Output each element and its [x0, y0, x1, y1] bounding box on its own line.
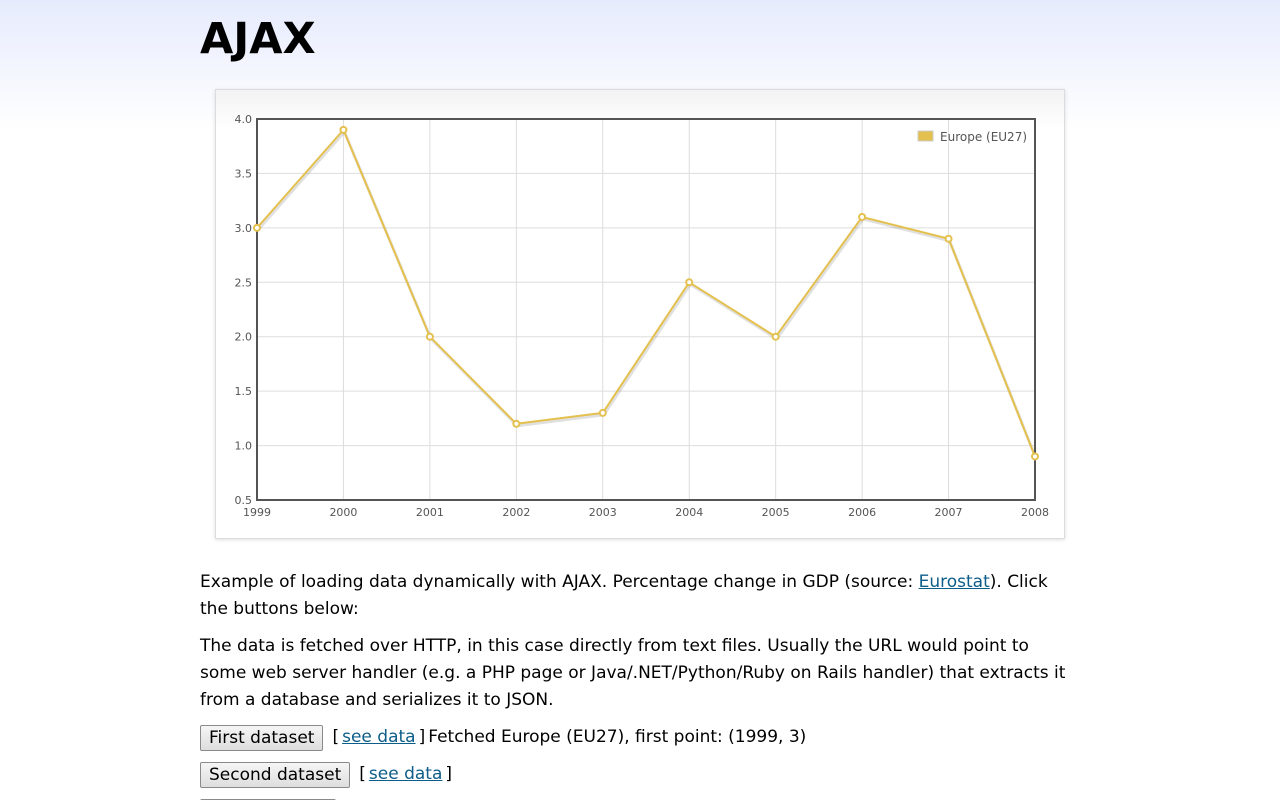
- x-tick-label: 2007: [935, 506, 963, 519]
- line-chart: 0.5 1.0 1.5 2.0 2.5 3.0 3.5 4.0 1999 2000 2001 2002…: [235, 113, 1050, 519]
- x-tick-label: 2008: [1021, 506, 1049, 519]
- y-tick-label: 2.5: [235, 276, 253, 289]
- y-tick-label: 1.5: [235, 385, 253, 398]
- intro-paragraph: Example of loading data dynamically with…: [200, 569, 1080, 623]
- second-dataset-button[interactable]: Second dataset: [200, 761, 351, 788]
- legend-swatch: [917, 130, 934, 142]
- data-point: [858, 212, 867, 221]
- legend-label: Europe (EU27): [940, 130, 1027, 144]
- bracket-open: [: [332, 727, 340, 747]
- fetch-status-text: Fetched Europe (EU27), first point: (199…: [428, 727, 807, 747]
- plot-area: [257, 119, 1035, 500]
- series-line: [256, 128, 1036, 457]
- dataset-row-1: First dataset [ see data ] Fetched Europ…: [200, 724, 1080, 751]
- data-point: [685, 278, 694, 287]
- x-tick-label: 2001: [416, 506, 444, 519]
- see-data-link-1[interactable]: see data: [342, 727, 416, 747]
- dataset-row-2: Second dataset [ see data ]: [200, 761, 1080, 788]
- x-tick-label: 2004: [675, 506, 703, 519]
- page-title: AJAX: [200, 14, 316, 64]
- x-tick-label: 2006: [848, 506, 876, 519]
- data-point: [425, 332, 434, 341]
- third-dataset-button[interactable]: [200, 798, 336, 800]
- x-tick-label: 2002: [502, 506, 530, 519]
- see-data-link-2[interactable]: see data: [368, 764, 443, 784]
- data-point: [339, 125, 348, 134]
- explanation-paragraph: The data is fetched over HTTP, in this c…: [200, 636, 1066, 710]
- y-tick-label: 1.0: [235, 440, 253, 453]
- x-tick-label: 2000: [329, 506, 357, 519]
- x-tick-label: 2005: [762, 506, 790, 519]
- bracket-close: ]: [445, 764, 453, 784]
- data-point: [512, 419, 521, 428]
- data-point: [1031, 452, 1039, 461]
- y-tick-label: 0.5: [235, 494, 253, 507]
- plot-border: [256, 118, 1036, 501]
- data-point: [944, 234, 953, 243]
- data-point: [598, 408, 607, 417]
- eurostat-link[interactable]: Eurostat: [918, 572, 990, 592]
- x-tick-label: 1999: [243, 506, 271, 519]
- intro-text-prefix: Example of loading data dynamically with…: [200, 572, 919, 592]
- x-tick-label: 2003: [589, 506, 617, 519]
- y-tick-label: 4.0: [235, 113, 253, 126]
- dataset-row-3: [200, 798, 1080, 800]
- description-area: Example of loading data dynamically with…: [200, 569, 1080, 800]
- bracket-open: [: [359, 764, 366, 784]
- y-tick-label: 3.0: [235, 222, 253, 235]
- data-point: [771, 332, 780, 341]
- intro-text-suffix: ). Click the buttons below:: [200, 572, 1048, 619]
- bracket-close: ]: [418, 727, 426, 747]
- chart-container: 0.5 1.0 1.5 2.0 2.5 3.0 3.5 4.0 1999 2000 2001 2002…: [215, 89, 1065, 539]
- first-dataset-button[interactable]: First dataset: [200, 724, 324, 751]
- data-point: [253, 223, 261, 232]
- y-tick-label: 2.0: [235, 331, 253, 344]
- y-tick-label: 3.5: [235, 167, 253, 180]
